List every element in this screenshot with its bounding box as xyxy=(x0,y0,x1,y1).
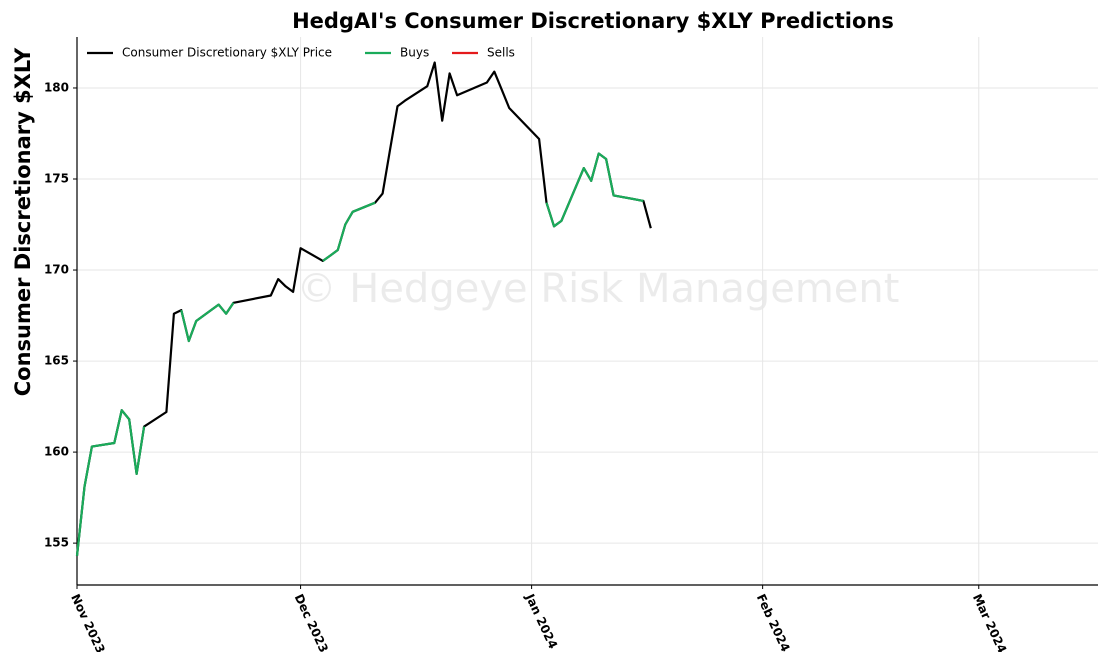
y-tick-label: 160 xyxy=(44,445,69,459)
watermark: © Hedgeye Risk Management xyxy=(297,266,900,312)
y-tick-label: 170 xyxy=(44,263,69,277)
legend-label: Buys xyxy=(400,46,429,60)
y-tick-label: 175 xyxy=(44,172,69,186)
x-tick-label: Mar 2024 xyxy=(970,592,1010,652)
y-axis-label: Consumer Discretionary $XLY xyxy=(11,47,35,396)
series-line xyxy=(75,152,644,557)
y-tick-label: 155 xyxy=(44,536,69,550)
y-tick-label: 180 xyxy=(44,80,69,94)
y-tick-label: 165 xyxy=(44,354,69,368)
chart-title: HedgAI's Consumer Discretionary $XLY Pre… xyxy=(292,9,894,33)
legend-label: Consumer Discretionary $XLY Price xyxy=(122,46,332,60)
x-tick-label: Dec 2023 xyxy=(292,592,331,652)
x-tick-label: Nov 2023 xyxy=(68,592,108,652)
legend-label: Sells xyxy=(487,46,515,60)
x-tick-label: Feb 2024 xyxy=(754,592,793,652)
x-tick-label: Jan 2024 xyxy=(522,591,560,651)
